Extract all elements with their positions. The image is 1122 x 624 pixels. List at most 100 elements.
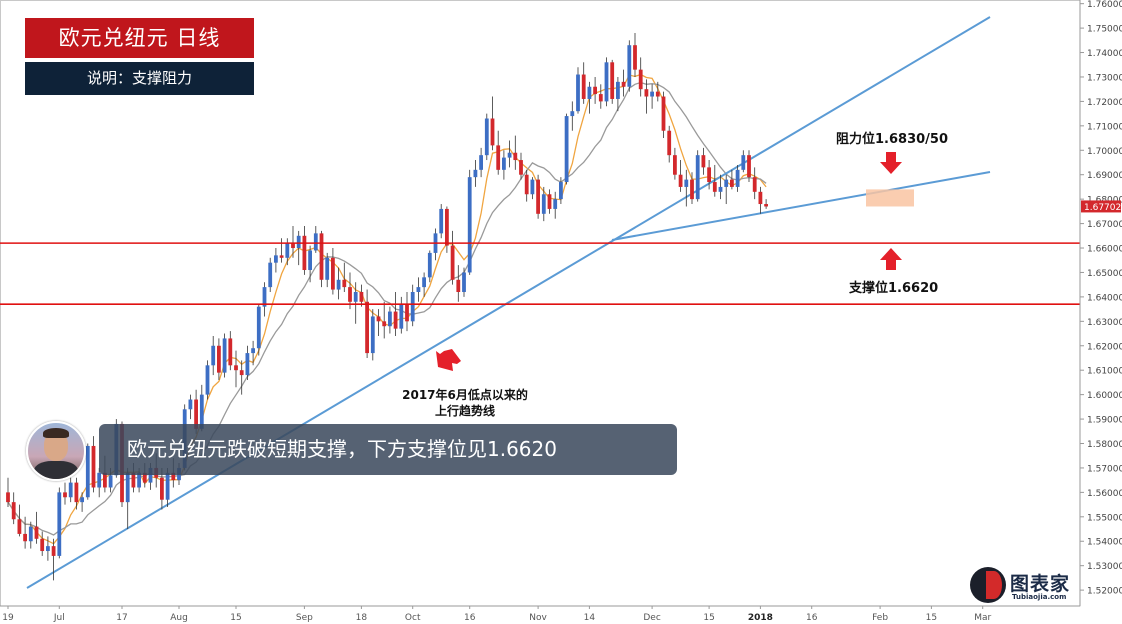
y-tick-label: 1.59000 [1087, 416, 1122, 426]
y-tick-label: 1.74000 [1087, 49, 1122, 59]
candle-body [217, 345, 221, 373]
y-tick-label: 1.67000 [1087, 220, 1122, 230]
candle-body [353, 292, 358, 302]
candle-body [598, 94, 603, 102]
last-price-tag [1081, 200, 1121, 213]
candle-body [507, 152, 512, 158]
candle-body [279, 255, 284, 258]
x-tick-label: Sep [296, 613, 313, 623]
candle-body [661, 96, 666, 131]
candle-body [536, 179, 540, 214]
candle-body [678, 174, 683, 187]
y-tick-label: 1.56000 [1087, 489, 1122, 499]
x-tick-label: 18 [356, 613, 368, 623]
candle-body [564, 116, 569, 183]
candle-body [262, 287, 267, 307]
candle-body [667, 130, 672, 156]
y-tick-label: 1.57000 [1087, 464, 1122, 474]
candle-body [256, 306, 261, 349]
trendline-note-line2: 上行趋势线 [435, 403, 495, 418]
x-tick-label: Feb [872, 613, 888, 623]
candle-body [268, 262, 273, 288]
tubiaojia-logo: 图表家 Tubiaojia.com [970, 567, 1080, 607]
candle-body [142, 472, 147, 483]
trendline-arrow-icon [436, 349, 461, 371]
candle-body [456, 279, 461, 293]
resistance-zone [866, 189, 914, 207]
candle-body [359, 292, 364, 302]
candle-body [171, 472, 176, 481]
y-tick-label: 1.58000 [1087, 440, 1122, 450]
trendline-note-line1: 2017年6月低点以来的 [402, 387, 528, 402]
candle-body [519, 160, 523, 175]
candle-body [205, 365, 210, 395]
candle-body [325, 257, 330, 280]
chart-subtitle: 说明：支撑阻力 [25, 62, 254, 95]
candle-body [348, 287, 352, 302]
candle-body [302, 235, 307, 271]
candle-body [467, 177, 472, 273]
x-tick-label: 15 [926, 613, 937, 623]
candle-body [490, 118, 495, 146]
candle-body [673, 155, 677, 175]
candle-body [125, 472, 130, 503]
candle-body [199, 394, 204, 429]
uptrend-line [26, 16, 991, 589]
candle-body [484, 118, 489, 156]
candle-body [23, 533, 27, 542]
candle-body [160, 477, 164, 500]
candle-body [695, 155, 700, 200]
candle-body [701, 155, 706, 168]
support-label: 支撑位1.6620 [848, 280, 938, 296]
candle-body [524, 174, 529, 195]
candle-body [331, 257, 335, 290]
candle-body [399, 304, 404, 329]
candle-body [6, 492, 10, 503]
candle-body [479, 155, 483, 170]
candle-body [376, 316, 381, 322]
y-tick-label: 1.52000 [1087, 587, 1122, 597]
x-tick-label: 14 [584, 613, 596, 623]
candle-body [285, 243, 290, 258]
candle-body [712, 182, 717, 192]
y-tick-label: 1.66000 [1087, 245, 1122, 255]
y-tick-label: 1.75000 [1087, 25, 1122, 35]
candle-body [655, 91, 660, 97]
candle-body [228, 338, 233, 366]
candle-body [222, 338, 227, 373]
candle-body [621, 81, 626, 87]
candle-body [405, 304, 409, 322]
candle-body [46, 546, 50, 552]
x-tick-label: 15 [230, 613, 241, 623]
candle-body [684, 179, 689, 187]
candle-body [547, 194, 552, 209]
y-tick-label: 1.70000 [1087, 147, 1122, 157]
candle-body [40, 538, 45, 552]
candle-body [718, 186, 723, 192]
candle-body [291, 243, 295, 249]
candle-body [97, 472, 102, 488]
candle-body [188, 399, 193, 410]
candle-body [604, 62, 609, 102]
x-tick-label: 19 [2, 613, 14, 623]
candle-body [296, 235, 301, 249]
x-tick-label: 17 [116, 613, 127, 623]
candle-body [690, 179, 694, 200]
candle-body [610, 62, 615, 99]
candle-body [308, 250, 312, 271]
candle-body [445, 208, 449, 246]
candle-body [741, 155, 746, 170]
candle-body [496, 145, 501, 170]
y-tick-label: 1.65000 [1087, 269, 1122, 279]
candle-body [57, 492, 62, 556]
headline-banner: 欧元兑纽元跌破短期支撑，下方支撑位见1.6620 [99, 424, 677, 475]
x-tick-label: Nov [529, 613, 547, 623]
y-tick-label: 1.62000 [1087, 342, 1122, 352]
candle-body [34, 526, 39, 539]
candle-body [28, 526, 33, 542]
candle-body [427, 252, 432, 278]
candle-body [758, 191, 763, 205]
y-tick-label: 1.55000 [1087, 513, 1122, 523]
y-tick-label: 1.69000 [1087, 171, 1122, 181]
